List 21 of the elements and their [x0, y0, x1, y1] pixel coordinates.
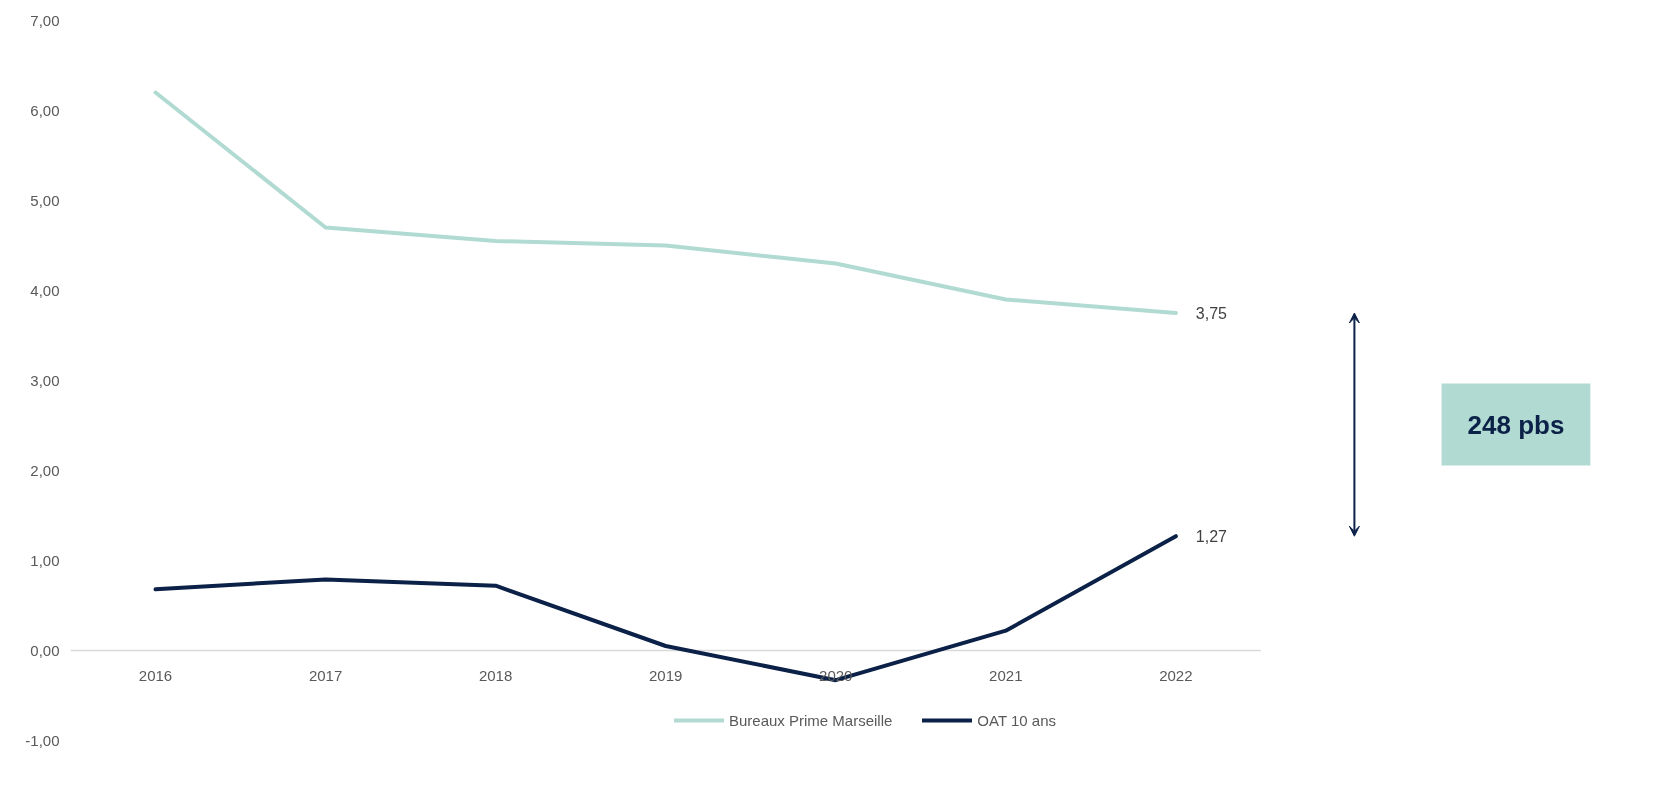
- x-tick-label: 2016: [138, 666, 173, 684]
- x-tick-label: 2022: [1159, 666, 1193, 684]
- line-series: [153, 90, 1178, 315]
- data-label: 3,75: [1195, 305, 1228, 322]
- y-tick-label: -1,00: [25, 731, 60, 749]
- x-tick-label: 2019: [649, 666, 683, 684]
- x-tick-label: 2018: [478, 666, 513, 684]
- y-tick-label: 0,00: [30, 641, 60, 659]
- y-tick-label: 6,00: [30, 101, 60, 119]
- y-tick-label: 3,00: [30, 371, 60, 389]
- text: 248 pbs: [1467, 409, 1565, 440]
- x-tick-label: 2017: [308, 666, 343, 684]
- y-tick-label: 2,00: [30, 461, 60, 479]
- x-tick-label: 2021: [989, 666, 1023, 684]
- legend-label: OAT 10 ans: [977, 711, 1057, 729]
- y-tick-label: 5,00: [30, 191, 60, 209]
- y-tick-label: 1,00: [30, 551, 60, 569]
- y-tick-label: 7,00: [30, 11, 60, 29]
- data-label: 1,27: [1195, 528, 1228, 546]
- y-tick-label: 4,00: [30, 281, 60, 299]
- legend-label: Bureaux Prime Marseille: [728, 711, 893, 729]
